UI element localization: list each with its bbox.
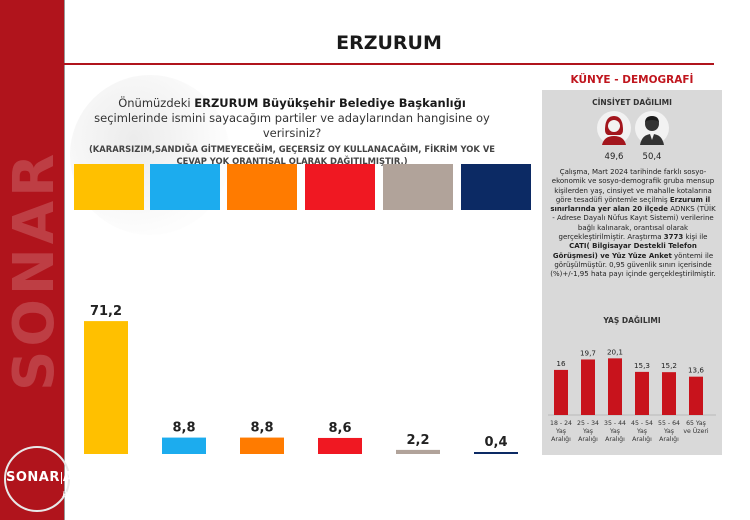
age-bar-label-4: 15,3 bbox=[634, 361, 650, 370]
methodology-text: Çalışma, Mart 2024 tarihinde farklı sosy… bbox=[550, 168, 716, 280]
swatch-6 bbox=[461, 164, 531, 210]
age-bar-2 bbox=[581, 359, 595, 415]
desc-bold-2: 3773 bbox=[663, 233, 684, 242]
desc-bold-1: Erzurum il sınırlarında yer alan 20 ilçe… bbox=[550, 195, 711, 214]
age-category-6: 65 Yaş ve Üzeri bbox=[683, 420, 709, 435]
vote-bar-1 bbox=[84, 321, 128, 454]
brand-vertical-text: SONAR bbox=[2, 149, 67, 391]
age-bar-label-2: 19,7 bbox=[580, 348, 596, 357]
age-title: YAŞ DAĞILIMI bbox=[603, 316, 661, 325]
age-category-4: 45 - 54 Yaş Aralığı bbox=[631, 420, 653, 443]
desc-part-3: kişi ile bbox=[683, 233, 708, 242]
vote-chart-svg: 71,2 8,8 8,8 8,6 2,2 0,4 bbox=[84, 304, 518, 454]
desc-part-2: ADNKS (TÜİK - Adrese Dayalı Nüfus Kayıt … bbox=[552, 205, 716, 242]
swatch-4 bbox=[305, 164, 375, 210]
page-title: ERZURUM bbox=[336, 32, 442, 54]
logo-tagline: Bilgi Güç Gözlem Kıt bbox=[62, 490, 142, 499]
desc-part-1: Çalışma, Mart 2024 tarihinde farklı sosy… bbox=[551, 168, 715, 204]
left-brand-bar: SONAR bbox=[0, 0, 67, 520]
age-bar-label-6: 13,6 bbox=[688, 366, 704, 375]
vote-bar-4 bbox=[318, 437, 362, 454]
content-frame bbox=[64, 0, 750, 520]
logo-text: SONAR ARAŞTIRMA bbox=[6, 470, 154, 485]
vote-bar-label-6: 0,4 bbox=[484, 435, 507, 450]
age-category-3: 35 - 44 Yaş Aralığı bbox=[604, 420, 626, 443]
age-category-2: 25 - 34 Yaş Aralığı bbox=[577, 420, 599, 443]
male-avatar-icon bbox=[634, 110, 670, 146]
age-category-5: 55 - 64 Yaş Aralığı bbox=[658, 420, 680, 443]
question-pre: Önümüzdeki bbox=[118, 96, 195, 110]
vote-chart: 71,2 8,8 8,8 8,6 2,2 0,4 bbox=[70, 280, 540, 460]
age-bar-label-5: 15,2 bbox=[661, 361, 677, 370]
age-bar-5 bbox=[662, 372, 676, 415]
vote-bar-label-1: 71,2 bbox=[90, 304, 122, 319]
swatch-1 bbox=[74, 164, 144, 210]
sonar-logo: SONAR ARAŞTIRMA Bilgi Güç Gözlem Kıt bbox=[0, 440, 180, 520]
vote-bar-6 bbox=[474, 452, 518, 454]
age-bar-label-3: 20,1 bbox=[607, 347, 623, 356]
swatch-2 bbox=[150, 164, 220, 210]
age-bar-1 bbox=[554, 369, 568, 415]
logo-right: ARAŞTIRMA bbox=[62, 470, 154, 485]
age-bar-3 bbox=[608, 358, 622, 415]
age-bar-6 bbox=[689, 376, 703, 415]
demographics-panel: CİNSİYET DAĞILIMI 49,6 50,4 Çalışma, Mar… bbox=[542, 90, 722, 455]
vote-bar-label-2: 8,8 bbox=[172, 421, 195, 436]
vote-bar-2 bbox=[162, 437, 206, 454]
gender-title: CİNSİYET DAĞILIMI bbox=[592, 98, 672, 107]
female-value: 49,6 bbox=[604, 152, 624, 162]
logo-divider bbox=[60, 471, 62, 484]
swatch-5 bbox=[383, 164, 453, 210]
question-bold: ERZURUM Büyükşehir Belediye Başkanlığı bbox=[194, 96, 466, 110]
title-divider bbox=[64, 63, 714, 65]
vote-bar-label-3: 8,8 bbox=[250, 421, 273, 436]
right-panel-header: KÜNYE - DEMOGRAFİ bbox=[570, 74, 694, 86]
age-bar-4 bbox=[635, 371, 649, 415]
vote-bar-5 bbox=[396, 449, 440, 454]
age-chart: 16 18 - 24 Yaş Aralığı 19,7 25 - 34 Yaş Aralığı… bbox=[546, 335, 718, 453]
question-post: seçimlerinde ismini sayacağım partiler v… bbox=[94, 111, 490, 140]
swatch-3 bbox=[227, 164, 297, 210]
vote-bar-3 bbox=[240, 437, 284, 454]
age-chart-svg: 16 18 - 24 Yaş Aralığı 19,7 25 - 34 Yaş Aralığı… bbox=[548, 347, 716, 443]
survey-question: Önümüzdeki ERZURUM Büyükşehir Belediye B… bbox=[82, 96, 502, 167]
vote-bar-label-5: 2,2 bbox=[406, 433, 429, 448]
vote-bar-label-4: 8,6 bbox=[328, 421, 351, 436]
logo-left: SONAR bbox=[6, 470, 60, 485]
age-category-1: 18 - 24 Yaş Aralığı bbox=[550, 420, 572, 443]
question-text: Önümüzdeki ERZURUM Büyükşehir Belediye B… bbox=[82, 96, 502, 141]
desc-bold-3: CATI( Bilgisayar Destekli Telefon Görüşm… bbox=[552, 242, 697, 260]
question-note: (KARARSIZIM,SANDIĞA GİTMEYECEĞİM, GEÇERS… bbox=[88, 144, 496, 166]
female-avatar-icon bbox=[596, 110, 632, 146]
logo-ring bbox=[4, 446, 70, 512]
age-bar-label-1: 16 bbox=[556, 359, 566, 368]
male-value: 50,4 bbox=[642, 152, 662, 162]
desc-part-4: yöntemi ile görüşülmüştür. 0,95 güvenlik… bbox=[550, 251, 716, 279]
